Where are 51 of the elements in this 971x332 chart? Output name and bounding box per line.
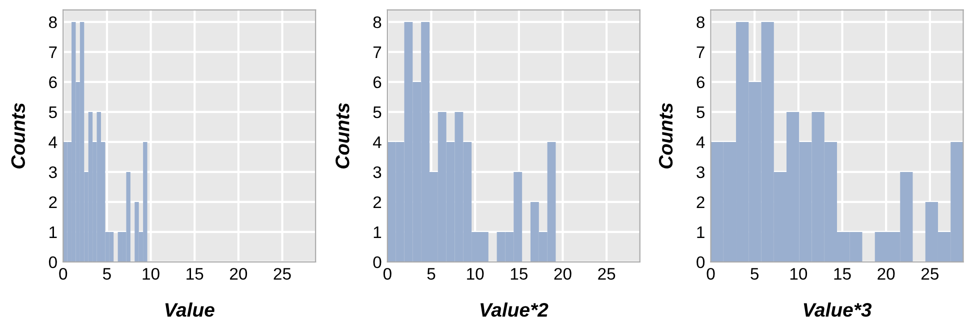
x-tick-label: 25: [598, 268, 616, 280]
x-tick-label: 5: [102, 268, 111, 280]
x-tick-label: 15: [186, 268, 204, 280]
x-axis-title: Value: [165, 302, 214, 317]
y-tick-label: 4: [696, 136, 705, 148]
y-tick-label: 5: [696, 106, 705, 118]
y-tick-label: 0: [696, 256, 705, 268]
y-tick-label: 8: [373, 16, 382, 28]
y-tick-label: 1: [50, 226, 57, 238]
x-tick-label: 0: [59, 268, 68, 280]
x-axis-title: Value*3: [804, 302, 872, 317]
y-tick-label: 4: [372, 136, 382, 148]
y-tick-label: 5: [48, 106, 57, 118]
y-tick-label: 7: [696, 46, 704, 58]
y-axis-title: Counts: [336, 103, 350, 168]
x-tick-label: 25: [274, 268, 291, 280]
x-tick-label: 10: [790, 268, 808, 280]
x-tick-label: 15: [510, 268, 528, 280]
y-tick-label: 6: [696, 76, 704, 88]
y-tick-label: 6: [373, 76, 382, 88]
y-tick-label: 5: [373, 106, 382, 118]
y-tick-label: 3: [48, 166, 57, 178]
x-tick-label: 20: [230, 268, 248, 280]
y-tick-label: 7: [49, 46, 57, 58]
y-tick-label: 1: [374, 226, 382, 238]
x-tick-label: 5: [427, 268, 436, 280]
y-tick-label: 0: [48, 256, 57, 268]
x-tick-label: 0: [706, 268, 715, 280]
y-tick-label: 2: [696, 196, 704, 208]
x-tick-label: 5: [750, 268, 759, 280]
y-tick-label: 6: [49, 76, 57, 88]
y-tick-label: 3: [696, 166, 704, 178]
x-tick-label: 15: [834, 268, 851, 280]
y-tick-label: 8: [696, 16, 704, 28]
y-tick-label: 3: [373, 166, 382, 178]
x-tick-label: 10: [142, 268, 160, 280]
y-tick-label: 4: [48, 136, 58, 148]
x-tick-label: 0: [383, 268, 392, 280]
y-axis-title: Counts: [11, 103, 26, 168]
y-tick-label: 7: [373, 46, 382, 58]
x-tick-label: 20: [878, 268, 895, 280]
x-axis-title: Value*2: [480, 302, 548, 317]
x-tick-label: 20: [554, 268, 572, 280]
y-tick-label: 0: [373, 256, 382, 268]
y-tick-label: 1: [697, 226, 704, 238]
y-axis-title: Counts: [658, 103, 673, 168]
y-tick-label: 8: [49, 16, 57, 28]
x-tick-label: 25: [921, 268, 938, 280]
y-tick-label: 2: [373, 196, 382, 208]
y-tick-label: 2: [49, 196, 57, 208]
x-tick-label: 10: [467, 268, 484, 280]
